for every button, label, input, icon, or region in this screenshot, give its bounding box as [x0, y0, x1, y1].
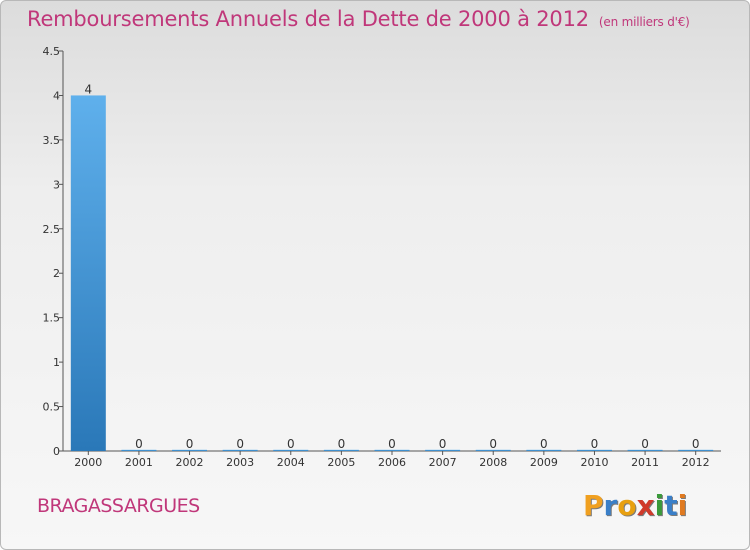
logo-letter: t	[664, 489, 678, 522]
chart-title-text: Remboursements Annuels de la Dette de 20…	[27, 7, 589, 31]
data-label: 0	[641, 437, 649, 451]
bar	[121, 449, 157, 451]
x-tick-label: 2008	[479, 456, 507, 469]
bar	[172, 449, 208, 451]
logo-letter: P	[583, 489, 604, 522]
y-tick-label: 3.5	[43, 134, 61, 147]
data-label: 0	[489, 437, 497, 451]
x-tick-label: 2011	[631, 456, 659, 469]
bar	[678, 449, 714, 451]
y-tick-label: 0	[53, 445, 60, 458]
proxiti-logo: Proxiti	[583, 489, 687, 522]
x-tick-label: 2003	[226, 456, 254, 469]
x-tick-label: 2006	[378, 456, 406, 469]
chart-title: Remboursements Annuels de la Dette de 20…	[27, 7, 690, 31]
bar	[374, 449, 410, 451]
y-tick-label: 3	[53, 178, 60, 191]
data-label: 0	[692, 437, 700, 451]
x-tick-label: 2004	[277, 456, 305, 469]
chart-labels: 0 0.5 1 1.5 2 2.5 3 3.5 4 4.5 2000 4 2001 0 2002 0 2003 0…	[43, 45, 710, 469]
x-tick-label: 2007	[429, 456, 457, 469]
chart-axes	[59, 50, 721, 455]
logo-letter: x	[636, 489, 655, 522]
bar	[425, 449, 461, 451]
data-label: 0	[388, 437, 396, 451]
data-label: 4	[84, 82, 92, 96]
data-label: 0	[287, 437, 295, 451]
x-tick-label: 2001	[125, 456, 153, 469]
x-tick-label: 2010	[580, 456, 608, 469]
bar	[526, 449, 562, 451]
bar	[70, 95, 106, 451]
data-label: 0	[135, 437, 143, 451]
y-tick-label: 4.5	[43, 45, 61, 58]
chart-unit: (en milliers d'€)	[598, 15, 690, 29]
logo-letter: r	[603, 489, 618, 522]
x-tick-label: 2009	[530, 456, 558, 469]
y-tick-label: 2	[53, 267, 60, 280]
y-tick-label: 4	[53, 89, 60, 102]
x-tick-label: 2002	[176, 456, 204, 469]
data-label: 0	[540, 437, 548, 451]
bar	[475, 449, 511, 451]
y-tick-label: 1.5	[43, 312, 61, 325]
bar	[323, 449, 359, 451]
logo-letter: i	[654, 489, 665, 522]
bar	[222, 449, 258, 451]
chart-bars	[70, 95, 714, 451]
data-label: 0	[439, 437, 447, 451]
data-label: 0	[591, 437, 599, 451]
bar	[273, 449, 309, 451]
data-label: 0	[236, 437, 244, 451]
commune-name: BRAGASSARGUES	[37, 495, 200, 517]
bar	[576, 449, 612, 451]
data-label: 0	[338, 437, 346, 451]
y-tick-label: 2.5	[43, 223, 61, 236]
x-tick-label: 2005	[327, 456, 355, 469]
logo-letter: o	[617, 489, 637, 522]
x-tick-label: 2012	[682, 456, 710, 469]
data-label: 0	[186, 437, 194, 451]
x-tick-label: 2000	[74, 456, 102, 469]
logo-letter: i	[677, 489, 688, 522]
y-tick-label: 1	[53, 356, 60, 369]
bar	[627, 449, 663, 451]
y-tick-label: 0.5	[43, 401, 61, 414]
